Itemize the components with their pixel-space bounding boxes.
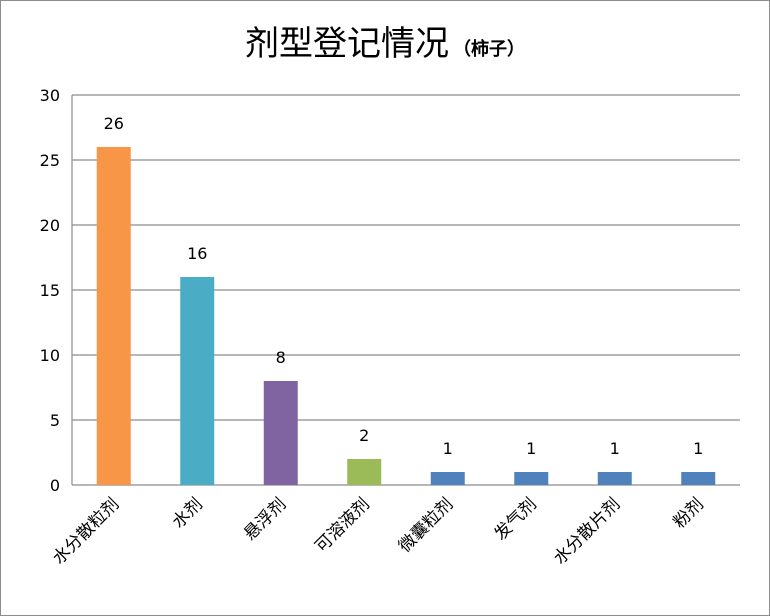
x-tick-label-4: 微囊粒剂 bbox=[395, 494, 457, 556]
data-label-5: 1 bbox=[526, 439, 536, 458]
x-tick-label-6: 水分散片剂 bbox=[550, 494, 624, 568]
y-tick-label: 30 bbox=[40, 86, 60, 105]
y-tick-label: 0 bbox=[50, 476, 60, 495]
x-tick-label-0: 水分散粒剂 bbox=[49, 494, 123, 568]
data-label-0: 26 bbox=[104, 114, 124, 133]
chart-title-sub: （柿子） bbox=[453, 39, 525, 60]
data-label-7: 1 bbox=[693, 439, 703, 458]
x-tick-label-7: 粉剂 bbox=[670, 494, 708, 532]
chart-title: 剂型登记情况 （柿子） bbox=[0, 16, 770, 65]
bar-5 bbox=[514, 472, 549, 485]
bar-7 bbox=[681, 472, 716, 485]
data-label-3: 2 bbox=[359, 426, 369, 445]
data-label-6: 1 bbox=[610, 439, 620, 458]
x-tick-label-2: 悬浮剂 bbox=[240, 494, 290, 544]
bar-0 bbox=[96, 147, 131, 485]
bar-1 bbox=[180, 277, 215, 485]
data-label-2: 8 bbox=[276, 348, 286, 367]
data-label-1: 16 bbox=[187, 244, 207, 263]
bar-6 bbox=[597, 472, 632, 485]
y-tick-label: 20 bbox=[40, 216, 60, 235]
x-tick-label-3: 可溶液剂 bbox=[312, 494, 374, 556]
y-tick-label: 5 bbox=[50, 411, 60, 430]
chart-title-main: 剂型登记情况 bbox=[245, 24, 449, 64]
bar-4 bbox=[430, 472, 465, 485]
bar-2 bbox=[263, 381, 298, 485]
y-tick-label: 15 bbox=[40, 281, 60, 300]
x-tick-label-5: 发气剂 bbox=[491, 494, 541, 544]
bar-3 bbox=[347, 459, 382, 485]
y-tick-label: 25 bbox=[40, 151, 60, 170]
x-tick-label-1: 水剂 bbox=[169, 494, 207, 532]
y-tick-label: 10 bbox=[40, 346, 60, 365]
data-label-4: 1 bbox=[443, 439, 453, 458]
